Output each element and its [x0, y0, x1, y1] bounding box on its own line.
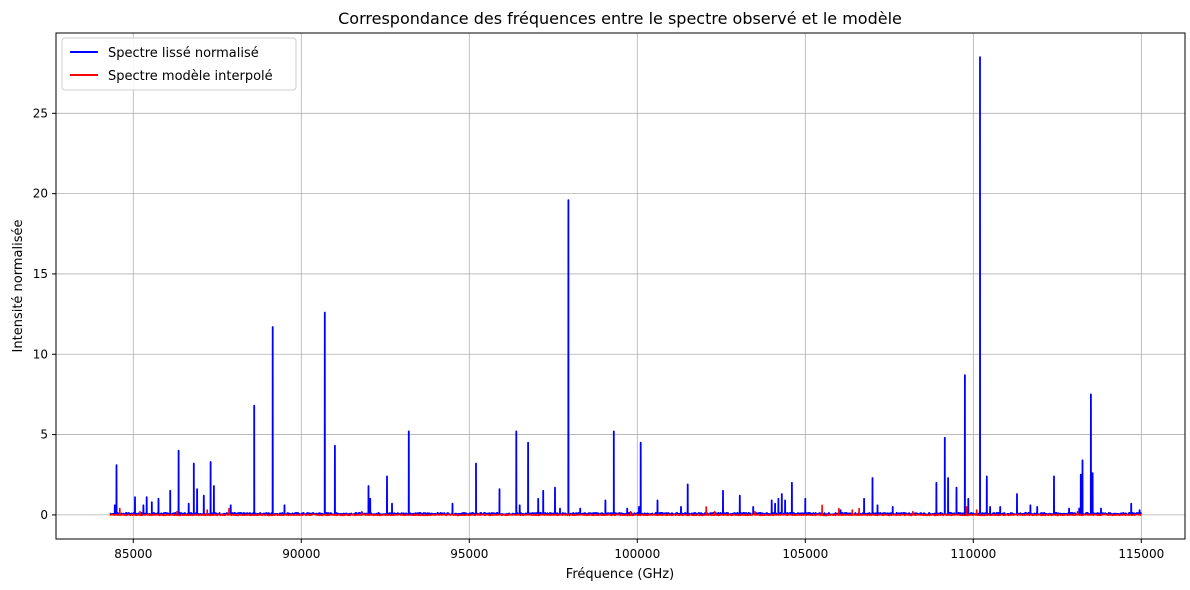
legend-label-observed: Spectre lissé normalisé [108, 46, 259, 61]
y-tick-label: 5 [40, 428, 48, 442]
y-ticks: 0 5 10 15 20 25 [33, 106, 56, 522]
y-tick-label: 25 [33, 106, 48, 120]
x-tick-label: 85000 [114, 547, 152, 561]
series-line-model [109, 504, 1142, 517]
plot-lines [109, 56, 1143, 517]
y-tick-label: 20 [33, 187, 48, 201]
legend: Spectre lissé normalisé Spectre modèle i… [61, 37, 297, 91]
x-tick-label: 95000 [450, 547, 488, 561]
y-tick-label: 15 [33, 267, 48, 281]
x-axis-label: Fréquence (GHz) [566, 567, 674, 582]
plot-frame [55, 32, 1186, 540]
grid [56, 33, 1185, 539]
y-tick-label: 10 [33, 347, 48, 361]
legend-box [61, 37, 297, 91]
series-line-observed [109, 56, 1143, 516]
chart-title: Correspondance des fréquences entre le s… [338, 9, 902, 28]
y-axis-label: Intensité normalisée [11, 220, 26, 353]
legend-label-model: Spectre modèle interpolé [108, 69, 273, 84]
y-tick-label: 0 [40, 508, 48, 522]
x-tick-label: 115000 [1118, 547, 1164, 561]
x-tick-label: 110000 [950, 547, 996, 561]
x-tick-label: 105000 [782, 547, 828, 561]
x-tick-label: 100000 [614, 547, 660, 561]
x-ticks: 85000 90000 95000 100000 105000 110000 115000 [114, 539, 1164, 561]
x-tick-label: 90000 [282, 547, 320, 561]
